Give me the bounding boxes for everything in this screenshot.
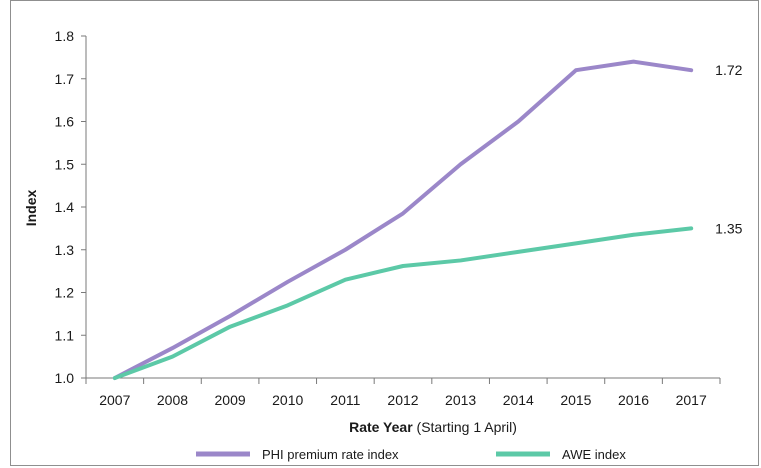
y-tick-labels: 1.0 1.1 1.2 1.3 1.4 1.5 1.6 1.7 1.8 [55, 28, 75, 386]
x-tick-label: 2010 [272, 392, 303, 408]
x-tick-label: 2007 [99, 392, 130, 408]
x-axis-title: Rate Year (Starting 1 April) [349, 419, 517, 435]
series-line-1 [112, 226, 694, 380]
x-tick-label: 2013 [445, 392, 476, 408]
x-axis-title-rest: (Starting 1 April) [413, 419, 517, 435]
x-tick-label: 2016 [618, 392, 649, 408]
y-tick-label: 1.0 [55, 370, 75, 386]
y-tick-label: 1.4 [55, 199, 75, 215]
x-tick-label: 2011 [330, 392, 360, 408]
y-tick-label: 1.6 [55, 114, 75, 130]
end-label-1: 1.35 [715, 220, 742, 236]
x-tick-label: 2017 [676, 392, 707, 408]
x-tick-label: 2015 [560, 392, 591, 408]
x-tick-label: 2012 [387, 392, 418, 408]
x-axis-title-bold: Rate Year [349, 419, 413, 435]
y-tick-label: 1.3 [55, 242, 75, 258]
x-tick-labels: 2007 2008 2009 2010 2011 2012 2013 2014 2015 2016… [99, 392, 707, 408]
y-tick-label: 1.7 [55, 71, 75, 87]
legend: PHI premium rate index AWE index [196, 447, 626, 462]
end-labels: 1.72 1.35 [715, 62, 742, 236]
y-axis-title: Index [23, 190, 39, 227]
y-tick-label: 1.8 [55, 28, 75, 44]
series-line-0 [112, 59, 694, 380]
axes [81, 35, 721, 384]
y-tick-label: 1.2 [55, 285, 75, 301]
legend-label-awe: AWE index [562, 447, 626, 462]
legend-label-phi: PHI premium rate index [262, 447, 399, 462]
series-lines [112, 59, 694, 380]
x-tick-label: 2008 [157, 392, 188, 408]
y-tick-label: 1.1 [55, 327, 75, 343]
x-tick-label: 2014 [503, 392, 534, 408]
y-tick-label: 1.5 [55, 156, 75, 172]
end-label-0: 1.72 [715, 62, 742, 78]
x-tick-label: 2009 [215, 392, 246, 408]
